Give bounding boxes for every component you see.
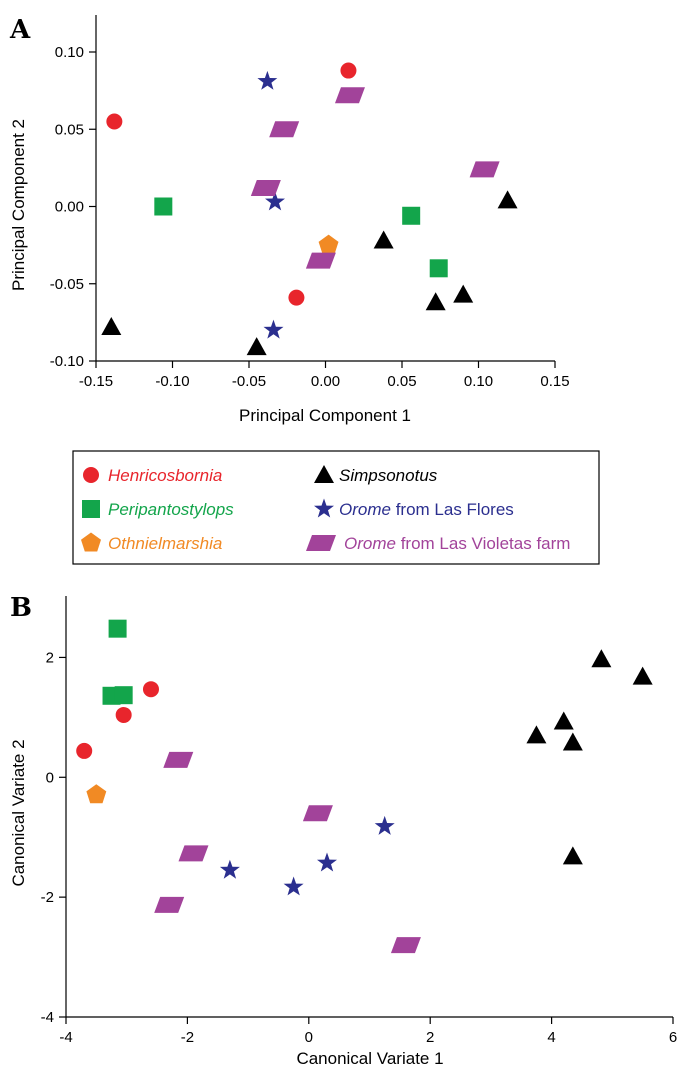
point-henricosbornia-a xyxy=(288,289,305,306)
x-tick-label-a: -0.10 xyxy=(155,373,189,390)
x-axis-title-a: Principal Component 1 xyxy=(239,406,411,425)
y-tick-label-b: -4 xyxy=(41,1009,54,1026)
y-tick-label-b: 0 xyxy=(46,769,54,786)
point-orome_flores-b xyxy=(317,852,337,872)
pca-scatter-chart: -0.15 -0.10 -0.05 0.00 0.05 0.10 0.15 -0.10 -0.0… xyxy=(9,15,570,425)
x-tick-label-b: 2 xyxy=(426,1029,434,1046)
x-tick-label-a: 0.10 xyxy=(464,373,493,390)
point-peripantostylops-a xyxy=(402,206,421,225)
y-tick-label-a: 0.05 xyxy=(55,121,84,138)
point-orome_flores-a xyxy=(263,319,284,339)
point-orome_violetas-a xyxy=(334,87,365,104)
y-tick-label-b: 2 xyxy=(46,649,54,666)
legend-label-henricosbornia: Henricosbornia xyxy=(108,466,222,485)
point-simpsonotus-a xyxy=(497,190,518,209)
point-simpsonotus-b xyxy=(591,649,612,668)
y-tick-label-a: -0.10 xyxy=(50,353,84,370)
legend-marker-othnielmarshia xyxy=(81,532,101,552)
legend-marker-orome_violetas xyxy=(306,535,336,551)
point-peripantostylops-b xyxy=(114,686,133,705)
point-simpsonotus-a xyxy=(246,337,267,356)
panel-label-a: A xyxy=(9,15,31,45)
legend-label-othnielmarshia: Othnielmarshia xyxy=(108,534,222,553)
point-orome_violetas-a xyxy=(305,252,336,269)
point-orome_violetas-b xyxy=(163,751,194,768)
legend-label-part: from Las Flores xyxy=(391,500,514,519)
x-tick-label-a: 0.00 xyxy=(311,373,340,390)
point-simpsonotus-b xyxy=(526,725,547,744)
point-orome_violetas-b xyxy=(302,805,333,822)
x-tick-label-b: 6 xyxy=(669,1029,677,1046)
x-tick-label-b: -4 xyxy=(59,1029,72,1046)
point-simpsonotus-a xyxy=(425,292,446,311)
point-orome_flores-b xyxy=(219,859,240,879)
x-tick-label-a: 0.05 xyxy=(387,373,416,390)
point-othnielmarshia-b xyxy=(86,784,107,804)
point-orome_flores-b xyxy=(374,815,395,835)
point-henricosbornia-b xyxy=(76,742,93,759)
legend-label-peripantostylops: Peripantostylops xyxy=(108,500,234,519)
x-tick-label-b: 0 xyxy=(305,1029,313,1046)
point-orome_violetas-a xyxy=(469,161,500,178)
point-othnielmarshia-a xyxy=(318,234,339,254)
legend-marker-simpsonotus xyxy=(314,465,334,483)
legend-box xyxy=(72,450,600,565)
legend-label-part: Simpsonotus xyxy=(339,466,438,485)
point-peripantostylops-b xyxy=(108,619,127,638)
y-tick-label-a: 0.00 xyxy=(55,199,84,216)
y-tick-label-a: -0.05 xyxy=(50,276,84,293)
legend: Henricosbornia Simpsonotus Peripantostylop… xyxy=(72,450,600,565)
point-simpsonotus-b xyxy=(562,732,583,751)
legend-marker-henricosbornia xyxy=(83,467,99,483)
x-tick-label-b: 4 xyxy=(547,1029,555,1046)
point-henricosbornia-b xyxy=(142,681,159,698)
y-axis-title-a: Principal Component 2 xyxy=(9,119,28,291)
point-henricosbornia-a xyxy=(340,62,357,79)
point-simpsonotus-a xyxy=(101,317,122,336)
point-orome_flores-b xyxy=(283,876,304,896)
x-tick-label-a: -0.15 xyxy=(79,373,113,390)
legend-label-simpsonotus: Simpsonotus xyxy=(339,466,438,485)
x-axis-title-b: Canonical Variate 1 xyxy=(296,1049,443,1068)
point-orome_flores-a xyxy=(257,70,278,90)
point-simpsonotus-a xyxy=(373,230,394,249)
x-tick-label-a: 0.15 xyxy=(540,373,569,390)
point-orome_violetas-b xyxy=(154,896,185,913)
point-simpsonotus-a xyxy=(453,284,474,303)
x-tick-label-b: -2 xyxy=(181,1029,194,1046)
y-tick-label-b: -2 xyxy=(41,889,54,906)
point-orome_violetas-a xyxy=(250,179,281,196)
panel-label-b: B xyxy=(10,593,32,623)
legend-label-part: Orome xyxy=(339,500,391,519)
legend-label-orome_flores: Orome from Las Flores xyxy=(339,500,514,519)
legend-label-part: Peripantostylops xyxy=(108,500,234,519)
point-peripantostylops-a xyxy=(429,259,448,278)
y-axis-title-b: Canonical Variate 2 xyxy=(9,739,28,886)
legend-label-part: Orome xyxy=(344,534,396,553)
point-henricosbornia-a xyxy=(106,113,123,130)
legend-label-part: Othnielmarshia xyxy=(108,534,222,553)
x-tick-label-a: -0.05 xyxy=(232,373,266,390)
point-orome_violetas-b xyxy=(390,937,421,954)
legend-marker-orome_flores xyxy=(314,498,334,518)
point-orome_flores-a xyxy=(265,191,285,211)
point-orome_violetas-b xyxy=(178,845,209,862)
legend-label-part: Henricosbornia xyxy=(108,466,222,485)
legend-label-orome_violetas: Orome from Las Violetas farm xyxy=(344,534,570,553)
point-orome_violetas-a xyxy=(269,121,300,138)
point-simpsonotus-b xyxy=(632,666,653,685)
legend-label-part: from Las Violetas farm xyxy=(396,534,570,553)
y-tick-label-a: 0.10 xyxy=(55,44,84,61)
point-henricosbornia-b xyxy=(115,706,132,723)
point-simpsonotus-b xyxy=(553,711,574,730)
point-simpsonotus-b xyxy=(562,846,583,865)
legend-marker-peripantostylops xyxy=(82,500,100,518)
cva-scatter-chart: -4 -2 0 2 4 6 -4 -2 0 2 Canonical Variate 1 Canonic… xyxy=(9,596,677,1068)
point-peripantostylops-a xyxy=(154,197,173,216)
